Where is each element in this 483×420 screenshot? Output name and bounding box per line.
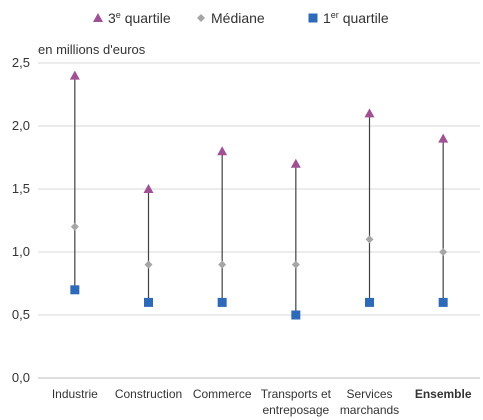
q3-legend-marker <box>93 13 103 22</box>
y-axis: 0,0 0,5 1,0 1,5 2,0 2,5 <box>12 55 30 385</box>
x-category-label: marchands <box>340 403 399 417</box>
median-point <box>144 260 153 269</box>
legend: 3e quartile Médiane 1er quartile <box>93 10 389 26</box>
y-tick-label: 0,5 <box>12 307 30 322</box>
q1-point <box>291 310 301 320</box>
gridlines <box>38 62 480 379</box>
median-point <box>439 248 448 256</box>
y-tick-label: 2,5 <box>12 55 30 70</box>
y-tick-label: 2,0 <box>12 118 30 133</box>
x-category-label: entreposage <box>262 403 329 417</box>
y-tick-label: 0,0 <box>12 370 30 385</box>
x-category-label: Transports et <box>261 387 332 401</box>
legend-label: Médiane <box>211 10 265 26</box>
median-legend-marker <box>197 14 205 22</box>
y-tick-label: 1,0 <box>12 244 30 259</box>
legend-label: 1er quartile <box>323 10 389 26</box>
q1-legend-marker <box>308 13 318 23</box>
median-point <box>218 260 227 269</box>
q3-point <box>438 133 449 143</box>
x-category-label: Commerce <box>193 387 252 401</box>
x-category-label: Construction <box>115 387 182 401</box>
x-axis: Industrie Construction Commerce Transports … <box>52 387 472 417</box>
q3-point <box>69 70 80 80</box>
q1-point <box>144 297 153 307</box>
x-category-label: Services <box>346 387 392 401</box>
y-unit-label: en millions d'euros <box>38 42 146 57</box>
q1-point <box>365 297 374 307</box>
data-markers <box>69 70 449 320</box>
q3-point <box>364 108 375 118</box>
median-point <box>70 222 79 231</box>
median-point <box>365 235 374 244</box>
median-point <box>291 260 300 269</box>
q1-point <box>217 297 227 307</box>
q3-point <box>143 184 154 193</box>
q1-point <box>70 285 80 295</box>
legend-label: 3e quartile <box>108 10 171 26</box>
q3-point <box>217 146 228 156</box>
x-category-label: Industrie <box>52 387 98 401</box>
q3-point <box>290 158 301 168</box>
y-tick-label: 1,5 <box>12 181 30 196</box>
q1-point <box>438 297 448 307</box>
x-category-label: Ensemble <box>415 387 472 401</box>
range-lines <box>74 75 444 315</box>
